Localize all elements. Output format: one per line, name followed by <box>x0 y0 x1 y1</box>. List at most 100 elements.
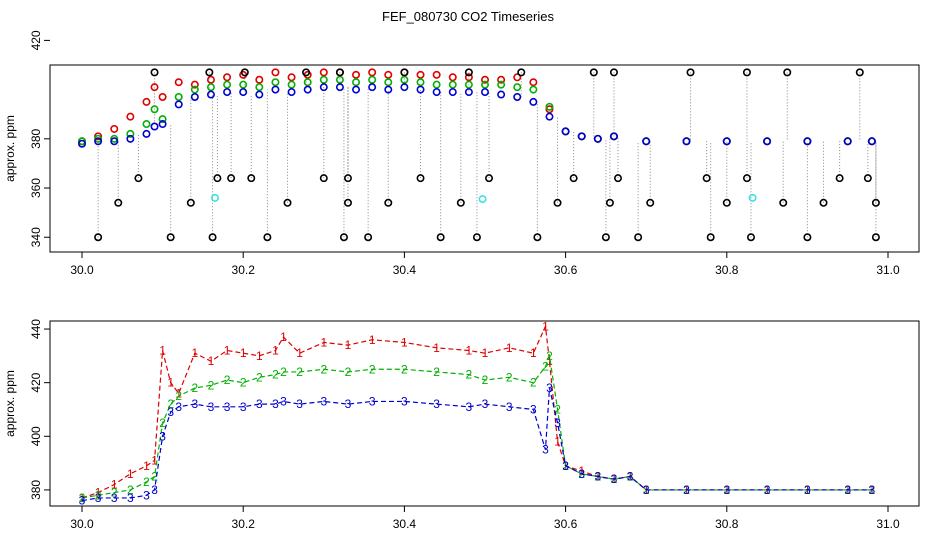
series-1-marker: 1 <box>482 346 489 360</box>
outlier-point <box>613 174 622 183</box>
series-1-marker: 1 <box>542 319 549 333</box>
outlier-point <box>746 233 755 242</box>
y-tick-label: 360 <box>29 178 43 198</box>
y-tick-label: 400 <box>29 426 43 446</box>
series-2-point <box>150 105 159 114</box>
series-1-point <box>529 78 538 87</box>
series-1-marker: 1 <box>127 467 134 481</box>
outlier-point <box>569 174 578 183</box>
plot-frame-2 <box>49 320 920 507</box>
series-3-point <box>303 85 312 94</box>
series-3-point <box>867 137 876 146</box>
outlier-point <box>646 198 655 207</box>
outlier-point <box>855 68 864 77</box>
series-2-marker: 2 <box>143 475 150 489</box>
series-2-point <box>352 78 361 87</box>
series-3-point <box>682 137 691 146</box>
outlier-point <box>464 68 473 77</box>
series-1-point <box>158 92 167 101</box>
series-1-point <box>416 70 425 79</box>
outlier-point <box>134 174 143 183</box>
series-2-marker: 2 <box>167 397 174 411</box>
series-2-marker: 2 <box>191 381 198 395</box>
series-1-point <box>384 70 393 79</box>
series-3-marker: 3 <box>594 470 601 484</box>
outlier-point <box>240 68 249 77</box>
outlier-point <box>589 68 598 77</box>
series-3-point <box>335 83 344 92</box>
series-2-marker: 2 <box>79 491 86 505</box>
series-2-marker: 2 <box>320 362 327 376</box>
series-3-point <box>78 139 87 148</box>
series-2-marker: 2 <box>466 368 473 382</box>
series-3-point <box>352 85 361 94</box>
series-3-point <box>158 120 167 129</box>
outlier-point <box>702 174 711 183</box>
series-1-point <box>432 70 441 79</box>
series-3-marker: 3 <box>159 429 166 443</box>
series-1-marker: 1 <box>554 435 561 449</box>
outlier-point <box>166 233 175 242</box>
series-3-marker: 3 <box>554 416 561 430</box>
series-1-point <box>545 105 554 114</box>
series-3-point <box>110 137 119 146</box>
outlier-point <box>609 68 618 77</box>
series-3-point <box>464 88 473 97</box>
series-3-point <box>239 88 248 97</box>
series-3-marker: 3 <box>683 483 690 497</box>
x-tick-label: 31.0 <box>876 263 900 277</box>
series-3-marker: 3 <box>643 483 650 497</box>
series-3-marker: 3 <box>542 443 549 457</box>
series-3-point <box>223 88 232 97</box>
series-3-marker: 3 <box>869 483 876 497</box>
series-2-point <box>464 80 473 89</box>
outlier-point <box>706 233 715 242</box>
series-2-marker: 2 <box>240 376 247 390</box>
outlier-point <box>263 233 272 242</box>
series-2-marker: 2 <box>546 349 553 363</box>
outlier-point <box>722 198 731 207</box>
x-tick-label: 30.2 <box>232 263 256 277</box>
series-2-point <box>545 102 554 111</box>
series-2-point <box>432 80 441 89</box>
series-3-point <box>150 122 159 131</box>
series-3-point <box>255 90 264 99</box>
y-tick-label: 380 <box>29 480 43 500</box>
outlier-point <box>863 174 872 183</box>
series-2-point <box>223 80 232 89</box>
series-3-marker: 3 <box>280 394 287 408</box>
series-2-point <box>110 134 119 143</box>
chart-title: FEF_080730 CO2 Timeseries <box>382 9 554 24</box>
series-1-point <box>190 80 199 89</box>
series-2-point <box>158 115 167 124</box>
series-2-point <box>206 83 215 92</box>
series-3-marker: 3 <box>167 405 174 419</box>
series-2-marker: 2 <box>506 370 513 384</box>
series-1-point <box>150 83 159 92</box>
outlier-point <box>803 233 812 242</box>
series-3-point <box>513 92 522 101</box>
outlier-point <box>283 198 292 207</box>
series-1-marker: 1 <box>280 330 287 344</box>
series-1-marker: 1 <box>175 386 182 400</box>
series-2-point <box>480 80 489 89</box>
outlier-point <box>533 233 542 242</box>
series-3-point <box>271 85 280 94</box>
series-2-marker: 2 <box>95 488 102 502</box>
series-2-point <box>368 75 377 84</box>
series-3-marker: 3 <box>175 400 182 414</box>
outlier-point <box>783 68 792 77</box>
outlier-point <box>553 198 562 207</box>
series-3-marker: 3 <box>151 483 158 497</box>
series-2-point <box>142 120 151 129</box>
series-1-marker: 1 <box>369 333 376 347</box>
series-1-point <box>497 75 506 84</box>
series-3-point <box>416 85 425 94</box>
series-2-point <box>271 78 280 87</box>
series-3-point <box>529 97 538 106</box>
series-2-point <box>126 129 135 138</box>
series-1-marker: 1 <box>546 354 553 368</box>
series-1-point <box>513 73 522 82</box>
outlier-point <box>335 68 344 77</box>
